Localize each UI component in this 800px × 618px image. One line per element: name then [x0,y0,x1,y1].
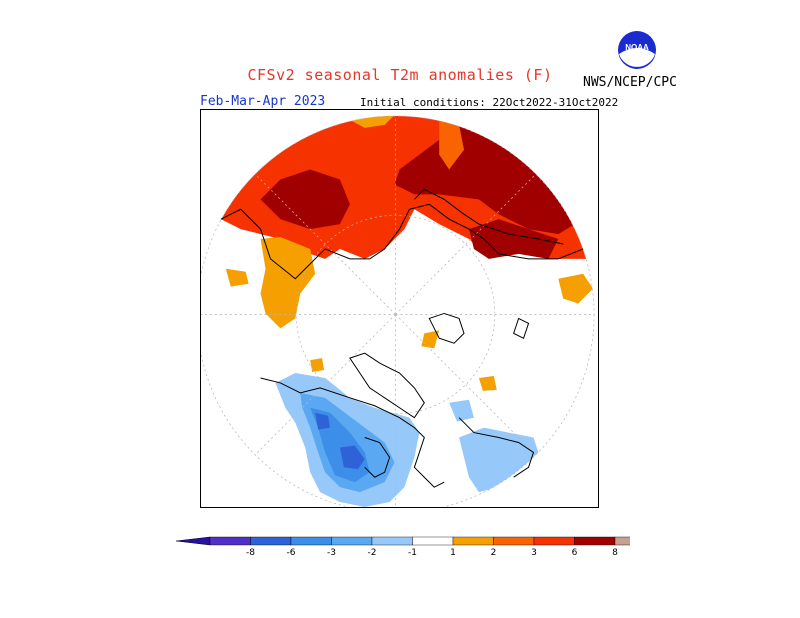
colorbar-tick-label: 8 [612,548,618,558]
colorbar-box [493,536,535,546]
colorbar-tick-label: -1 [408,548,417,558]
anomaly-region-warm-dark [260,169,350,230]
anomaly-region-warm-pale [478,375,497,391]
anomaly-region-warm-pale [421,330,440,349]
colorbar-box [412,536,454,546]
meridian [395,174,536,315]
coastline-europe [220,203,584,280]
coastline-alaska [458,417,535,478]
colorbar-tick-label: 1 [450,548,456,558]
colorbar-boxes [175,536,630,546]
coastline-canada [260,377,445,488]
anomaly-region-warm-dark [468,219,559,259]
colorbar-tick-label: 2 [491,548,497,558]
meridian [395,314,536,455]
colorbar-box [574,536,616,546]
colorbar: -8 -6 -3 -2 -1 1 2 3 6 8 [175,536,630,558]
forecast-period: Feb-Mar-Apr 2023 [200,94,326,109]
colorbar-tick-label: 6 [572,548,578,558]
colorbar-box [533,536,575,546]
colorbar-box [614,536,630,546]
colorbar-box [250,536,292,546]
colorbar-box [331,536,373,546]
coastline-hudson-bay [364,437,391,478]
colorbar-tick-label: -2 [368,548,377,558]
meridian [255,314,396,455]
anomaly-region-warm-light [439,119,465,170]
anomaly-region-warm-pale [310,358,325,373]
noaa-logo: NOAA [618,31,656,69]
colorbar-labels: -8 -6 -3 -2 -1 1 2 3 6 8 [246,548,618,558]
polar-map [201,115,595,507]
colorbar-box [209,536,251,546]
latitude-circle-outer [201,115,595,507]
coastline-greenland [349,352,425,419]
colorbar-tick-label: -3 [327,548,336,558]
colorbar-box [290,536,332,546]
graticule [201,115,595,507]
coastline-novaya-zemlya [513,317,530,339]
anomaly-region-cool-light [449,399,474,422]
anomaly-region-warm-pale [349,115,395,128]
colorbar-low-arrow [175,536,211,546]
meridian [255,174,396,315]
map-frame [200,109,599,508]
anomaly-region-warm-pale [558,273,594,304]
coastline-svalbard [428,312,465,344]
colorbar-box [452,536,494,546]
anomaly-region-warm-pale [260,237,316,329]
anomaly-region-cool-light [459,427,539,493]
coastline-asia [414,188,564,245]
noaa-logo-text: NOAA [625,43,649,52]
initial-conditions: Initial conditions: 22Oct2022-31Oct2022 [360,96,619,109]
coastlines [220,188,584,488]
anomaly-region-cool-dark [315,412,331,430]
colorbar-tick-label: 3 [531,548,537,558]
colorbar-tick-label: -8 [246,548,255,558]
colorbar-box [371,536,413,546]
noaa-logo-gull [619,48,655,67]
colorbar-tick-label: -6 [287,548,296,558]
map-title: CFSv2 seasonal T2m anomalies (F) [247,66,553,84]
anomaly-region-warm-pale [225,268,249,287]
org-label: NWS/NCEP/CPC [583,75,677,90]
anomaly-region-cool-dark [339,445,365,470]
